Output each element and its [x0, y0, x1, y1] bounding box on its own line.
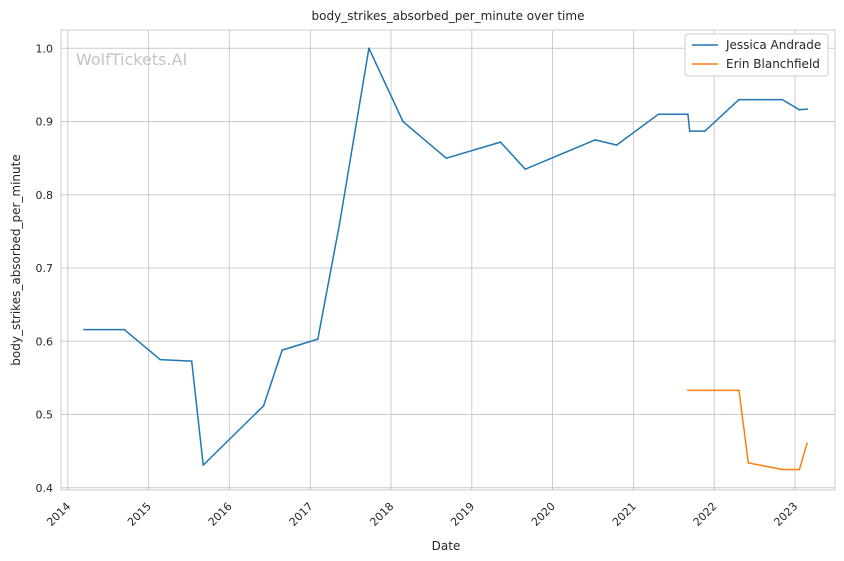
chart-title: body_strikes_absorbed_per_minute over ti… — [312, 9, 585, 23]
y-tick-label: 1.0 — [36, 42, 54, 55]
x-tick-label: 2015 — [125, 500, 154, 529]
data-point-jessica-andrade — [262, 404, 265, 407]
data-point-jessica-andrade — [368, 47, 370, 50]
y-tick-label: 0.6 — [36, 335, 54, 348]
data-point-jessica-andrade — [524, 168, 527, 170]
y-tick-label: 0.7 — [36, 262, 54, 275]
x-tick-labels: 2014 2015 2016 2017 2018 2019 2020 2021 2022 2023 — [44, 500, 800, 529]
y-tick-label: 0.5 — [36, 409, 54, 422]
data-point-jessica-andrade — [190, 360, 193, 362]
x-tick-label: 2018 — [367, 500, 396, 529]
data-point-jessica-andrade — [781, 98, 784, 101]
legend-label-erin-blanchfield: Erin Blanchfield — [726, 57, 820, 71]
legend-label-jessica-andrade: Jessica Andrade — [725, 38, 821, 52]
x-tick-label: 2016 — [206, 500, 235, 529]
y-tick-labels: 0.4 0.5 0.6 0.7 0.8 0.9 1.0 — [36, 42, 54, 494]
y-axis-label: body_strikes_absorbed_per_minute — [9, 154, 23, 365]
data-point-jessica-andrade — [445, 157, 448, 159]
data-point-jessica-andrade — [159, 358, 161, 361]
data-point-jessica-andrade — [615, 144, 618, 146]
watermark: WolfTickets.AI — [76, 50, 187, 69]
x-tick-label: 2023 — [771, 500, 800, 529]
y-tick-label: 0.4 — [36, 482, 54, 495]
data-point-jessica-andrade — [704, 130, 706, 132]
data-point-erin-blanchfield — [747, 462, 750, 464]
data-point-jessica-andrade — [594, 139, 596, 141]
plot-background — [61, 30, 835, 490]
legend: Jessica Andrade Erin Blanchfield — [684, 33, 829, 77]
plot-frame — [60, 29, 836, 491]
legend-box — [684, 33, 829, 77]
data-point-jessica-andrade — [806, 108, 808, 110]
series-layer — [83, 47, 808, 471]
data-point-erin-blanchfield — [704, 389, 706, 392]
x-tick-label: 2021 — [610, 500, 639, 529]
data-point-jessica-andrade — [657, 113, 660, 116]
data-point-jessica-andrade — [123, 328, 126, 331]
data-point-jessica-andrade — [281, 349, 284, 351]
data-point-jessica-andrade — [687, 113, 689, 116]
data-point-jessica-andrade — [798, 109, 801, 111]
x-tick-label: 2020 — [529, 500, 558, 529]
data-point-jessica-andrade — [688, 130, 691, 132]
x-tick-label: 2019 — [448, 500, 477, 529]
x-tick-label: 2017 — [287, 500, 316, 529]
data-point-jessica-andrade — [83, 328, 85, 331]
y-tick-label: 0.9 — [36, 116, 54, 129]
x-tick-label: 2014 — [44, 500, 73, 529]
data-point-erin-blanchfield — [738, 389, 740, 392]
data-point-jessica-andrade — [738, 98, 740, 101]
data-point-erin-blanchfield — [798, 468, 801, 471]
data-point-jessica-andrade — [317, 338, 319, 340]
y-tick-label: 0.8 — [36, 189, 54, 202]
data-point-erin-blanchfield — [687, 389, 689, 392]
data-point-jessica-andrade — [202, 464, 205, 466]
series-line-jessica-andrade — [84, 47, 808, 466]
x-axis-label: Date — [432, 539, 461, 553]
data-point-erin-blanchfield — [806, 442, 808, 444]
data-point-jessica-andrade — [402, 120, 404, 123]
x-tick-label: 2022 — [691, 500, 720, 529]
data-point-erin-blanchfield — [781, 468, 784, 471]
data-point-jessica-andrade — [499, 141, 502, 143]
data-point-jessica-andrade — [338, 223, 341, 225]
grid — [61, 30, 835, 490]
